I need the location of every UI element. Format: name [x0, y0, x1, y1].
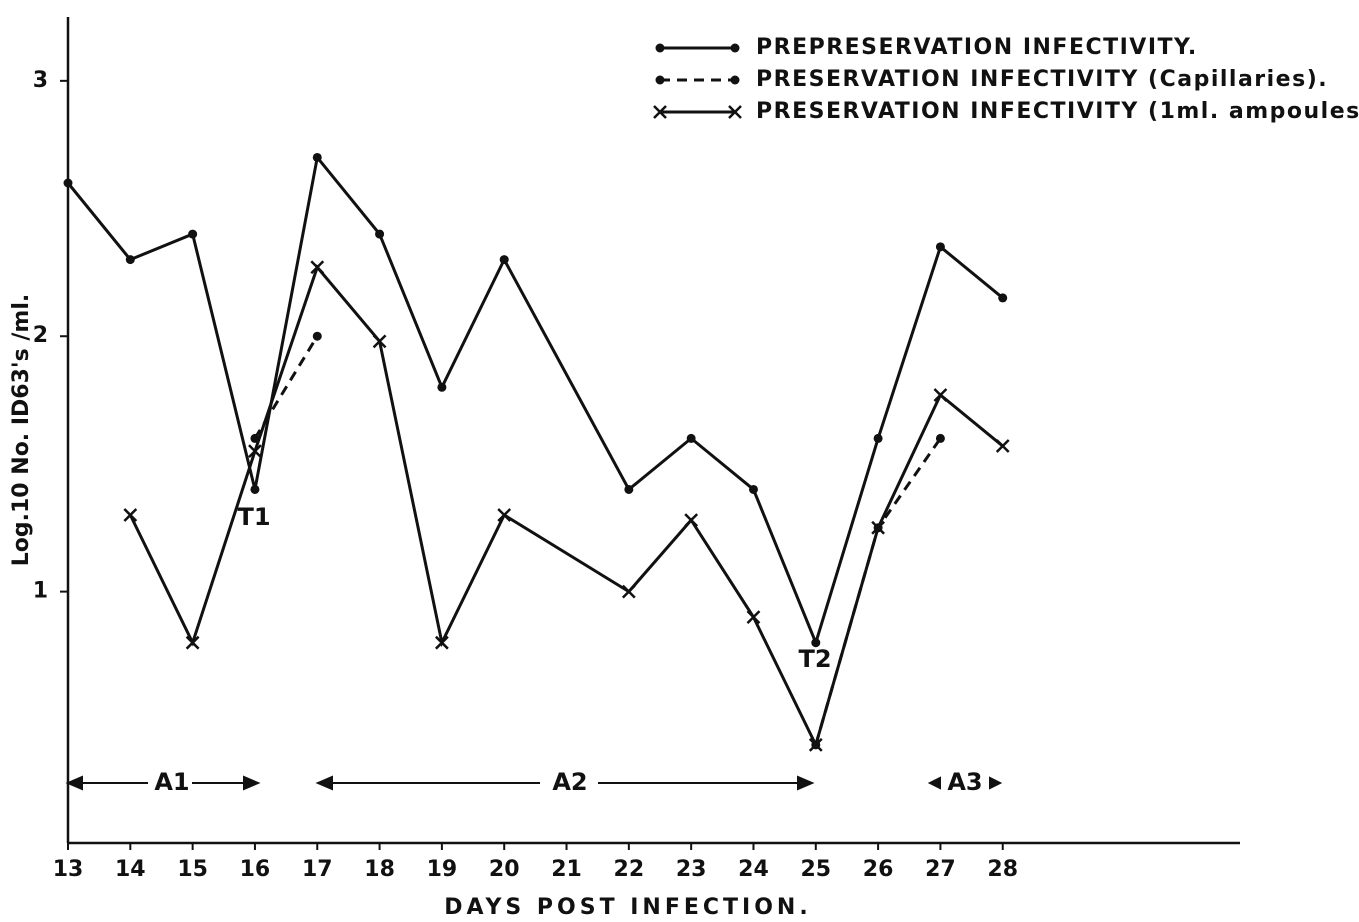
legend-label: PRESERVATION INFECTIVITY (1ml. ampoules)…: [756, 99, 1359, 124]
dot-marker: [188, 229, 198, 239]
series-line: [66, 154, 1004, 648]
dot-marker: [375, 229, 385, 239]
legend-marker: [730, 75, 740, 85]
x-marker: [808, 737, 823, 752]
annotation: T1: [237, 503, 270, 531]
dot-marker: [437, 382, 447, 392]
legend-label: PREPRESERVATION INFECTIVITY.: [756, 35, 1198, 60]
dot-marker: [998, 293, 1008, 303]
dot-marker: [499, 255, 509, 265]
legend-marker: [653, 105, 667, 119]
x-marker: [995, 439, 1010, 453]
y-tick-label: 2: [33, 323, 48, 348]
series-line: [253, 335, 942, 746]
x-tick-label: 28: [987, 857, 1018, 882]
annotation: A2: [552, 768, 587, 796]
x-marker: [621, 584, 636, 599]
x-tick-label: 19: [427, 857, 458, 882]
dot-marker: [312, 152, 322, 162]
series-line: [128, 264, 1004, 750]
x-tick-label: 20: [489, 857, 520, 882]
x-marker: [185, 635, 200, 650]
annotation-arrows: [65, 775, 1003, 791]
x-tick-label: 13: [53, 857, 84, 882]
y-axis-label: Log.10 No. ID63's /ml.: [9, 294, 34, 566]
y-tick-label: 1: [33, 579, 48, 604]
dot-marker: [935, 242, 945, 252]
dot-marker: [935, 433, 945, 443]
dot-marker: [873, 433, 883, 443]
x-tick-label: 22: [614, 857, 645, 882]
x-marker: [933, 388, 948, 402]
x-tick-label: 26: [863, 857, 894, 882]
dot-marker: [811, 638, 821, 648]
legend-marker: [728, 105, 742, 119]
x-marker: [123, 508, 138, 522]
x-tick-label: 15: [177, 857, 208, 882]
x-marker: [746, 610, 761, 625]
x-marker: [248, 444, 262, 459]
annotation: T2: [798, 645, 831, 673]
x-tick-label: 23: [676, 857, 707, 882]
x-marker: [871, 520, 885, 535]
x-axis-label: DAYS POST INFECTION.: [444, 895, 811, 920]
x-tick-label: 17: [302, 857, 333, 882]
x-tick-label: 25: [800, 857, 831, 882]
dot-marker: [250, 484, 260, 494]
annotation: A1: [154, 768, 189, 796]
dot-marker: [624, 484, 634, 494]
x-tick-label: 18: [364, 857, 395, 882]
x-tick-label: 21: [551, 857, 582, 882]
legend-marker: [730, 43, 740, 53]
legend-marker: [655, 43, 665, 53]
x-tick-label: 24: [738, 857, 769, 882]
x-marker: [435, 635, 449, 650]
x-tick-label: 16: [240, 857, 271, 882]
dot-marker: [125, 255, 135, 265]
x-tick-label: 27: [925, 857, 956, 882]
annotation: A3: [947, 768, 982, 796]
legend-label: PRESERVATION INFECTIVITY (Capillaries).: [756, 67, 1328, 92]
legend-marker: [655, 75, 665, 85]
x-tick-label: 14: [115, 857, 146, 882]
dot-marker: [312, 331, 322, 341]
dot-marker: [748, 484, 758, 494]
dot-marker: [686, 433, 696, 443]
x-marker: [684, 513, 699, 527]
y-tick-label: 3: [33, 68, 48, 93]
x-marker: [497, 508, 512, 522]
x-marker: [372, 334, 387, 349]
x-marker: [310, 260, 325, 275]
dot-marker: [63, 178, 73, 188]
